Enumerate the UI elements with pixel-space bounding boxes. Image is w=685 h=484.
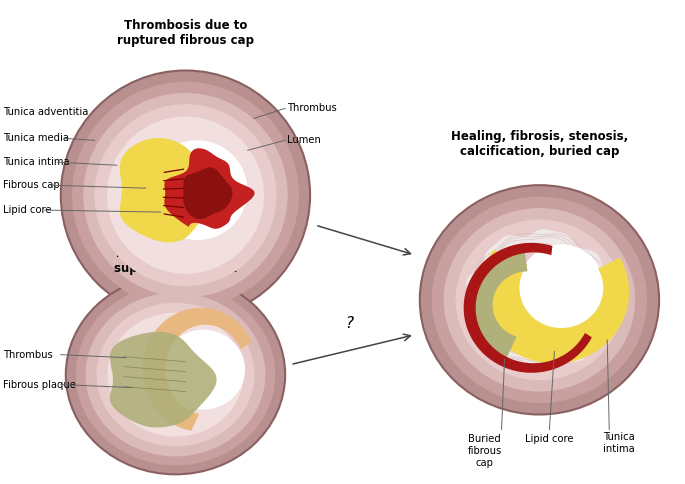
Text: Tunica intima: Tunica intima [3, 157, 70, 167]
Ellipse shape [72, 82, 299, 309]
Ellipse shape [519, 244, 604, 332]
Text: Healing, fibrosis, stenosis,
calcification, buried cap: Healing, fibrosis, stenosis, calcificati… [451, 130, 628, 158]
Text: Thrombus: Thrombus [3, 349, 53, 360]
Ellipse shape [107, 117, 264, 273]
Text: Thrombus: Thrombus [287, 104, 337, 113]
Polygon shape [120, 138, 218, 242]
Ellipse shape [97, 303, 254, 446]
Ellipse shape [95, 104, 277, 286]
Polygon shape [142, 308, 252, 431]
Polygon shape [466, 229, 614, 371]
Ellipse shape [432, 197, 647, 403]
Ellipse shape [75, 284, 275, 465]
Text: Lipid core: Lipid core [525, 435, 573, 444]
Ellipse shape [86, 293, 265, 456]
Ellipse shape [66, 275, 285, 474]
Ellipse shape [444, 208, 635, 392]
Text: Tunica
intima: Tunica intima [603, 432, 635, 454]
Text: Tunica media: Tunica media [3, 133, 69, 143]
Text: Lipid core: Lipid core [3, 205, 51, 215]
Ellipse shape [420, 185, 659, 414]
Polygon shape [479, 250, 629, 363]
Ellipse shape [162, 330, 245, 409]
Polygon shape [464, 243, 592, 373]
Ellipse shape [147, 140, 247, 240]
Polygon shape [183, 167, 232, 219]
Text: ?: ? [345, 316, 353, 331]
Text: Buried
fibrous
cap: Buried fibrous cap [467, 435, 501, 468]
Ellipse shape [61, 71, 310, 320]
Polygon shape [164, 148, 255, 229]
Text: Tunica adventitia: Tunica adventitia [3, 107, 88, 118]
Text: Thrombosis due to
superficial erosion: Thrombosis due to superficial erosion [114, 247, 237, 275]
Text: Fibrous plaque: Fibrous plaque [3, 379, 76, 390]
Polygon shape [110, 332, 216, 427]
Text: Fibrous cap: Fibrous cap [3, 180, 60, 190]
Polygon shape [466, 249, 527, 358]
Ellipse shape [456, 220, 623, 380]
Ellipse shape [84, 93, 288, 297]
Ellipse shape [108, 313, 243, 437]
Text: Thrombosis due to
ruptured fibrous cap: Thrombosis due to ruptured fibrous cap [117, 19, 254, 46]
Text: Lumen: Lumen [287, 136, 321, 145]
